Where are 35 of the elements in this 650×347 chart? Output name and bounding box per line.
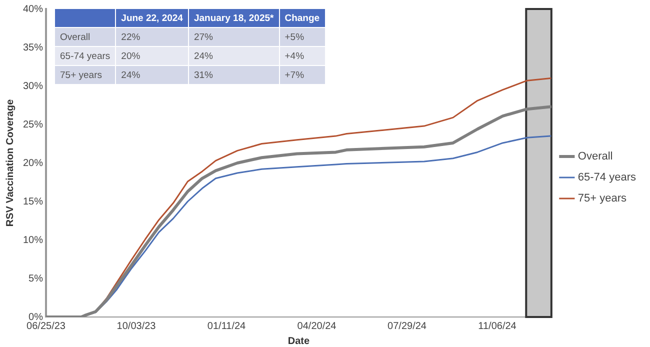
x-axis-title: Date	[288, 336, 310, 347]
annotation: 27%	[188, 28, 279, 46]
legend-label: 65-74 years	[578, 172, 636, 184]
legend-label: Overall	[578, 150, 613, 163]
x-tick-label: 10/03/23	[116, 320, 156, 332]
y-tick-label: 5%	[28, 273, 44, 284]
y-tick-label: 40%	[23, 4, 44, 15]
y-tick-label: 0%	[28, 312, 44, 323]
annotation: 20%	[116, 47, 188, 65]
annotation: +4%	[280, 47, 325, 65]
annotation: January 18, 2025*	[188, 9, 279, 27]
x-tick-label: 06/25/23	[26, 320, 66, 332]
annotation: Change	[280, 9, 325, 27]
x-tick-label: 01/11/24	[207, 320, 246, 332]
annotation: 31%	[188, 66, 279, 84]
y-tick-label: 10%	[23, 234, 44, 246]
annotation: June 22, 2024	[116, 9, 188, 27]
y-tick-label: 25%	[23, 119, 44, 130]
annotation: 24%	[116, 66, 188, 84]
y-tick-label: 20%	[23, 158, 44, 169]
y-tick-label: 15%	[23, 196, 44, 208]
annotation: +5%	[280, 28, 325, 46]
x-tick-label: 04/20/24	[297, 320, 337, 332]
annotation: 75+ years	[55, 66, 116, 84]
annotation: 65-74 years	[55, 47, 116, 65]
annotation: Overall	[55, 28, 116, 46]
y-tick-label: 35%	[23, 42, 44, 54]
annotation: 22%	[116, 28, 188, 46]
annotation: 24%	[188, 47, 279, 65]
y-tick-label: 30%	[23, 80, 44, 92]
y-axis-title: RSV Vaccination Coverage	[4, 98, 16, 227]
x-tick-label: 07/29/24	[388, 320, 427, 332]
annotation: +7%	[280, 66, 325, 84]
legend-label: 75+ years	[578, 192, 628, 205]
x-tick-label: 11/06/24	[478, 320, 517, 332]
